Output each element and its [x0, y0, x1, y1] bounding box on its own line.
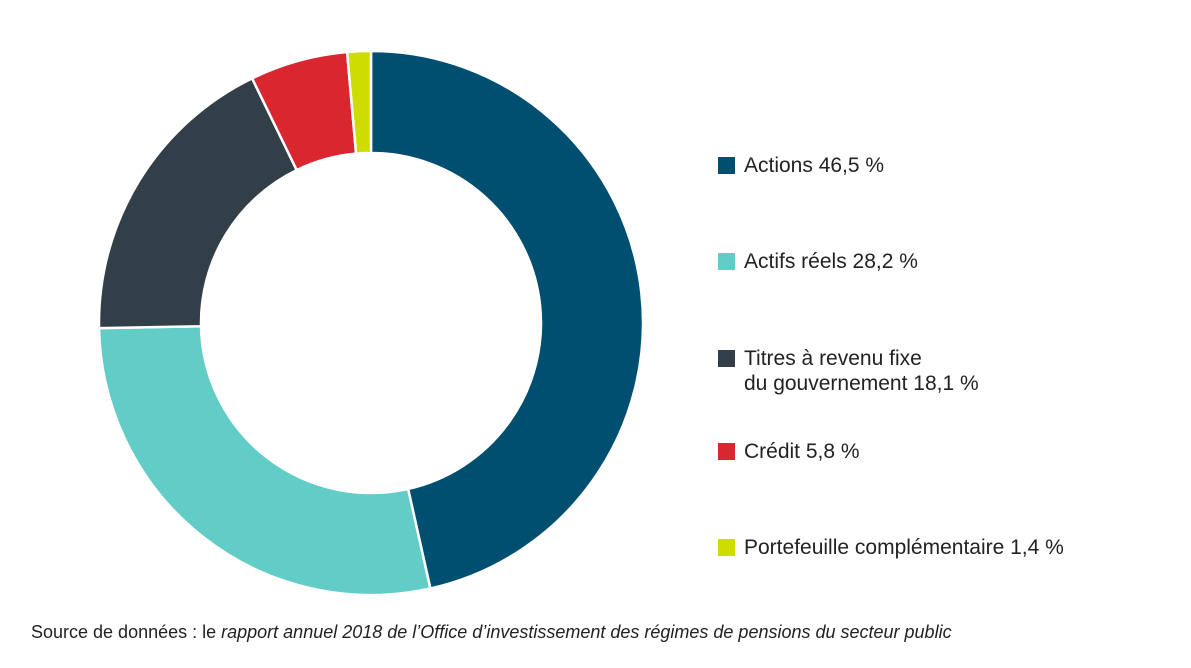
legend-swatch-actifs-reels — [718, 253, 735, 270]
donut-slice-titres-revenu-fixe — [97, 76, 299, 330]
source-title: rapport annuel 2018 de l’Office d’invest… — [221, 622, 952, 642]
legend-label-actifs-reels: Actifs réels 28,2 % — [744, 250, 918, 273]
source-note: Source de données : le rapport annuel 20… — [31, 622, 952, 643]
legend-label-titres-revenu-fixe: Titres à revenu fixe du gouvernement 18,… — [744, 347, 979, 395]
legend-swatch-titres-revenu-fixe — [718, 350, 735, 367]
legend-swatch-portefeuille-complementaire — [718, 539, 735, 556]
legend: Actions 46,5 % Actifs réels 28,2 % Titre… — [718, 0, 1178, 600]
legend-label-actions: Actions 46,5 % — [744, 154, 885, 177]
legend-label-portefeuille-complementaire: Portefeuille complémentaire 1,4 % — [744, 536, 1064, 559]
legend-item-titres-revenu-fixe: Titres à revenu fixe du gouvernement 18,… — [718, 346, 979, 396]
legend-label-credit: Crédit 5,8 % — [744, 440, 860, 463]
legend-swatch-credit — [718, 443, 735, 460]
donut-slice-portefeuille-complementaire — [345, 49, 373, 156]
legend-item-portefeuille-complementaire: Portefeuille complémentaire 1,4 % — [718, 535, 1064, 560]
legend-item-credit: Crédit 5,8 % — [718, 439, 860, 464]
donut-slice-actions — [369, 49, 645, 590]
legend-item-actifs-reels: Actifs réels 28,2 % — [718, 249, 918, 274]
legend-swatch-actions — [718, 157, 735, 174]
source-prefix: Source de données : le — [31, 622, 222, 642]
donut-slice-actifs-reels — [97, 324, 432, 597]
legend-item-actions: Actions 46,5 % — [718, 153, 884, 178]
